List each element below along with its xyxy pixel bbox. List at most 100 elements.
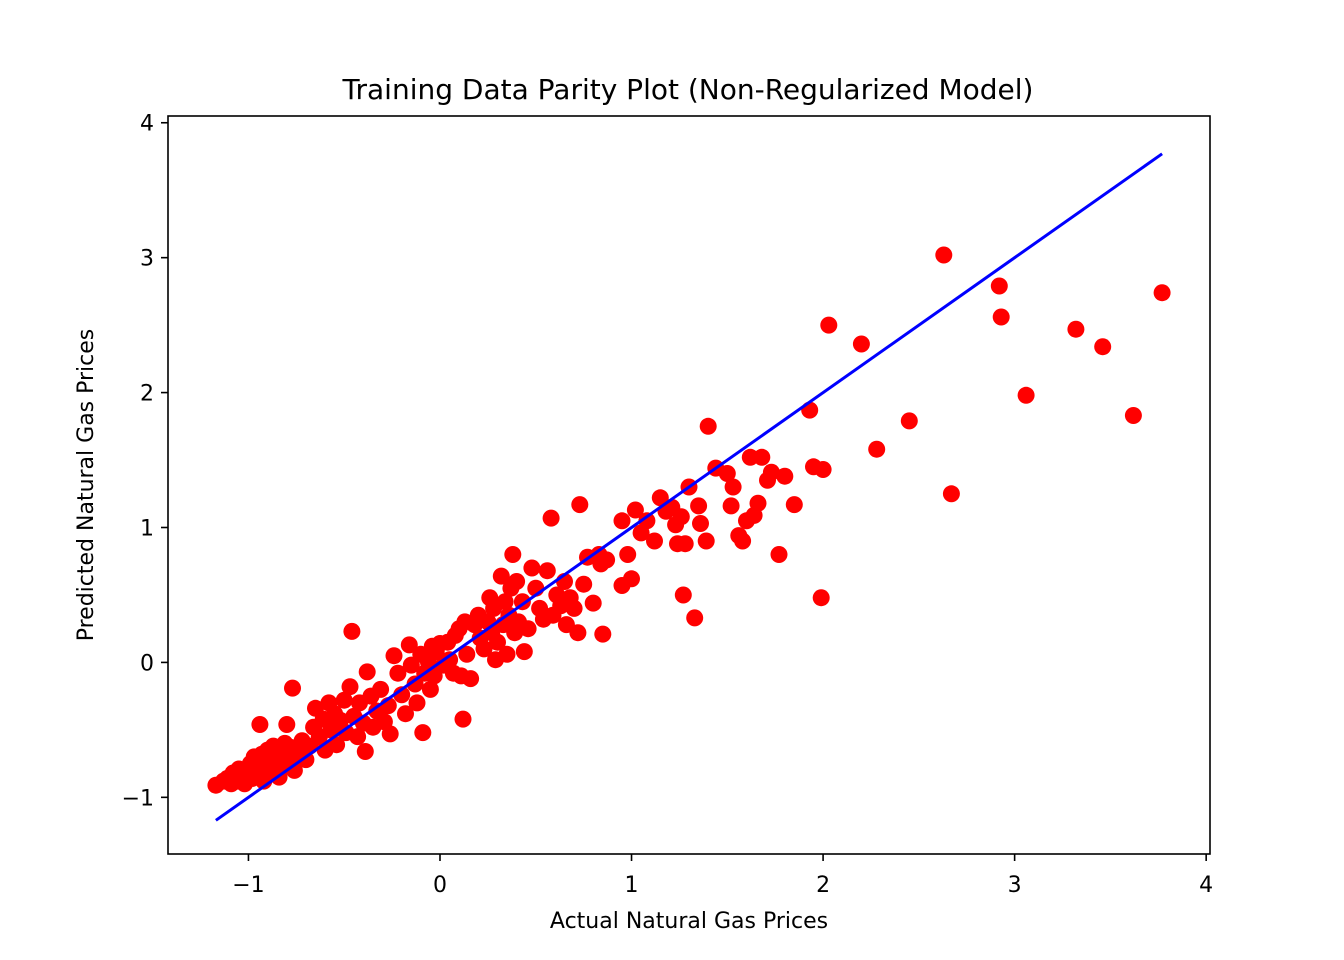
- data-point: [718, 465, 736, 482]
- data-point: [515, 643, 533, 661]
- data-point: [699, 417, 717, 435]
- data-point: [400, 636, 418, 654]
- data-point: [349, 728, 367, 746]
- data-point: [1153, 284, 1171, 302]
- data-point: [674, 586, 692, 604]
- data-point: [646, 532, 663, 550]
- data-point: [598, 551, 616, 569]
- y-tick-label: 1: [140, 516, 154, 541]
- data-point: [638, 512, 656, 530]
- data-point: [441, 651, 459, 669]
- data-point: [734, 532, 752, 550]
- data-point: [801, 401, 819, 419]
- data-point: [542, 509, 560, 527]
- data-point: [584, 594, 602, 612]
- data-point: [613, 512, 631, 530]
- parity-line-layer: [215, 152, 1163, 822]
- data-point: [458, 645, 476, 663]
- x-tick-label: 3: [1008, 873, 1022, 898]
- y-tick-label: 2: [140, 382, 154, 407]
- data-point: [749, 494, 767, 512]
- data-point: [284, 679, 301, 697]
- data-point: [575, 575, 593, 593]
- data-point: [762, 463, 780, 481]
- data-point: [397, 705, 414, 723]
- x-tick-label: 1: [625, 873, 639, 898]
- data-point: [692, 515, 709, 532]
- data-point: [381, 725, 399, 743]
- parity-line: [215, 152, 1163, 822]
- data-point: [594, 625, 612, 643]
- plot-frame: [167, 115, 1211, 855]
- y-axis-label: Predicted Natural Gas Prices: [74, 329, 99, 642]
- data-point: [565, 599, 583, 617]
- data-point: [619, 546, 637, 563]
- data-point: [285, 761, 303, 779]
- y-tick-label: 0: [140, 651, 154, 676]
- data-point: [462, 670, 480, 688]
- data-point: [900, 412, 918, 430]
- data-point: [475, 640, 493, 658]
- x-tick-label: 0: [433, 873, 447, 898]
- scatter-points: [207, 246, 1171, 794]
- data-point: [992, 308, 1010, 326]
- data-point: [651, 489, 669, 507]
- data-point: [1067, 320, 1085, 338]
- data-point: [389, 664, 407, 682]
- data-point: [335, 691, 353, 709]
- data-point: [724, 478, 742, 496]
- y-tick-label: 3: [140, 247, 154, 272]
- x-tick-label: 4: [1199, 873, 1213, 898]
- y-tick-label: 4: [140, 112, 154, 137]
- data-point: [571, 496, 589, 514]
- data-point: [776, 467, 794, 485]
- chart-title: Training Data Parity Plot (Non-Regulariz…: [342, 73, 1034, 106]
- data-point: [942, 485, 960, 503]
- x-axis-label: Actual Natural Gas Prices: [550, 909, 828, 934]
- y-tick-label: −1: [122, 786, 154, 811]
- data-point: [722, 497, 740, 515]
- data-point: [935, 246, 953, 264]
- data-point: [868, 440, 886, 458]
- data-point: [538, 562, 556, 580]
- data-point: [408, 694, 426, 712]
- data-point: [356, 743, 374, 760]
- data-point: [690, 497, 708, 515]
- y-axis-ticks: −1 0 1 2 3 4: [122, 112, 168, 811]
- data-point: [990, 277, 1008, 295]
- data-point: [1017, 386, 1035, 404]
- data-point: [852, 335, 870, 353]
- data-point: [676, 535, 694, 553]
- data-point: [753, 448, 771, 466]
- data-point: [496, 593, 514, 611]
- data-point: [492, 567, 510, 585]
- data-point: [393, 686, 411, 704]
- data-point: [1124, 407, 1142, 424]
- data-point: [414, 724, 432, 742]
- data-point: [672, 508, 690, 526]
- data-point: [504, 546, 522, 563]
- data-point: [278, 716, 296, 733]
- data-point: [686, 609, 704, 627]
- data-point: [569, 624, 587, 642]
- data-point: [523, 559, 541, 577]
- data-point: [489, 633, 506, 651]
- data-point: [812, 589, 830, 607]
- data-point: [785, 496, 803, 514]
- data-point: [385, 647, 403, 665]
- data-point: [697, 532, 715, 550]
- data-point: [328, 736, 346, 754]
- data-point: [814, 461, 832, 478]
- x-tick-label: 2: [816, 873, 830, 898]
- data-point: [623, 570, 640, 588]
- data-point: [498, 645, 516, 663]
- data-point: [508, 573, 526, 590]
- x-axis-ticks: −1 0 1 2 3 4: [232, 854, 1213, 898]
- data-point: [358, 663, 376, 681]
- data-point: [519, 620, 537, 638]
- data-point: [372, 680, 390, 698]
- data-point: [1094, 338, 1112, 356]
- data-point: [421, 680, 439, 698]
- x-tick-label: −1: [232, 873, 264, 898]
